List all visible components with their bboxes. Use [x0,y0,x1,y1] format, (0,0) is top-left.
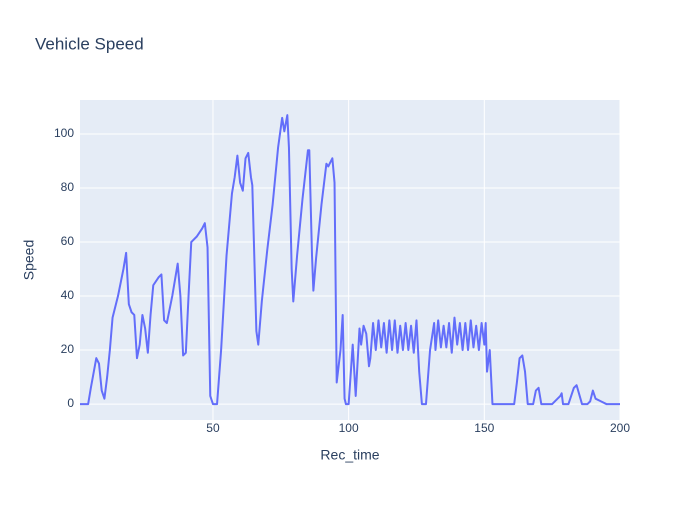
x-tick-label: 50 [206,421,220,435]
chart-title: Vehicle Speed [35,34,144,53]
x-tick-label: 150 [474,421,494,435]
plot-area [80,100,620,420]
y-tick-label: 100 [54,126,74,140]
x-tick-label: 100 [339,421,359,435]
y-axis-title: Speed [21,240,37,280]
y-tick-label: 20 [61,342,75,356]
x-tick-label: 200 [610,421,630,435]
x-axis-title: Rec_time [320,447,379,463]
y-tick-label: 40 [61,288,75,302]
grid [80,100,621,420]
data-line [80,114,620,406]
y-tick-label: 80 [61,180,75,194]
y-tick-label: 0 [67,396,74,410]
y-tick-label: 60 [61,234,75,248]
